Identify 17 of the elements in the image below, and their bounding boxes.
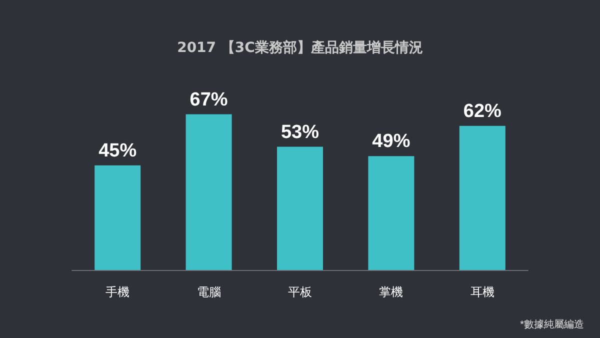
- data-label: 62%: [463, 100, 502, 122]
- bar: [186, 114, 232, 270]
- data-label: 49%: [372, 131, 410, 152]
- x-tick-label: 耳機: [470, 285, 494, 299]
- bar: [277, 146, 323, 270]
- x-tick-label: 掌機: [379, 285, 404, 299]
- x-tick-label: 手機: [106, 285, 130, 299]
- data-label: 45%: [98, 140, 137, 162]
- chart-title: 2017 【3C業務部】產品銷量增長情況: [177, 39, 423, 56]
- x-tick-label: 電腦: [196, 285, 221, 299]
- x-tick-label: 平板: [288, 285, 312, 299]
- text: *數據純屬編造: [520, 318, 584, 330]
- bar: [94, 165, 141, 270]
- bar: [459, 126, 506, 270]
- bar: [368, 156, 414, 270]
- data-label: 53%: [280, 122, 320, 143]
- data-label: 67%: [190, 89, 228, 110]
